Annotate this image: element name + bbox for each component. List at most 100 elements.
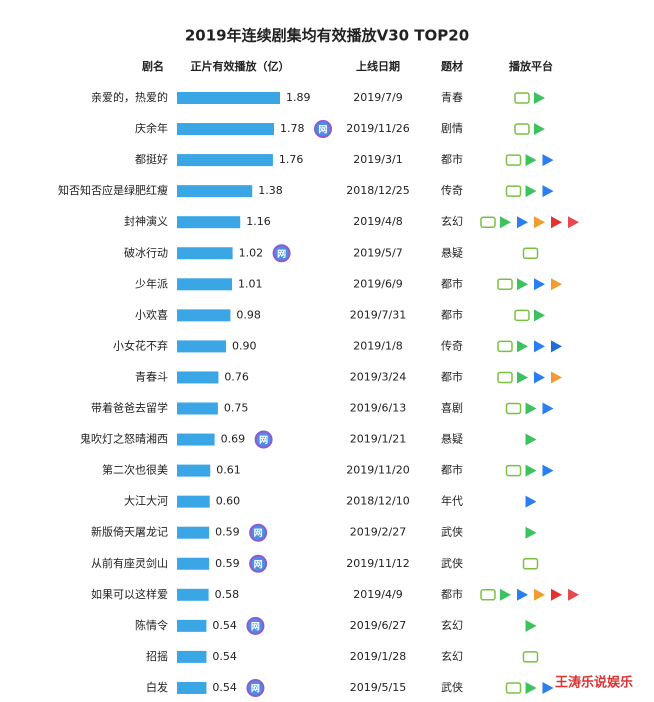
column-header: 播放平台: [509, 59, 553, 73]
value-label: 0.54: [212, 681, 237, 694]
release-date: 2018/12/10: [346, 495, 409, 508]
drama-name: 陈情令: [135, 618, 168, 632]
web-badge: [272, 244, 291, 263]
drama-name: 亲爱的，热爱的: [91, 90, 168, 104]
release-date: 2019/1/21: [350, 433, 406, 446]
release-date: 2019/7/9: [353, 91, 402, 104]
platform-icon: [525, 464, 537, 477]
release-date: 2019/5/7: [353, 246, 402, 259]
platform-icon: [497, 371, 513, 384]
genre: 都市: [441, 587, 463, 601]
platform-icon: [534, 123, 545, 136]
value-label: 0.75: [224, 402, 249, 415]
genre: 传奇: [441, 339, 463, 352]
genre: 悬疑: [441, 246, 463, 259]
bar: [177, 216, 241, 229]
value-label: 0.59: [215, 526, 240, 539]
web-badge-text: 网: [251, 683, 260, 694]
platform-icon: [534, 92, 545, 104]
genre: 传奇: [441, 184, 463, 197]
bar: [177, 185, 253, 198]
value-label: 0.61: [216, 464, 241, 477]
platform-icon: [480, 216, 496, 228]
value-label: 0.60: [216, 495, 241, 508]
genre: 玄幻: [441, 618, 463, 632]
drama-name: 小女花不弃: [113, 338, 168, 352]
platform-icon: [525, 433, 537, 446]
drama-name: 带着爸爸去留学: [91, 401, 168, 415]
release-date: 2019/4/8: [353, 215, 402, 228]
drama-name: 大江大河: [124, 494, 168, 508]
platform-icon: [517, 588, 528, 601]
genre: 武侠: [441, 557, 463, 570]
platform-icon: [525, 495, 537, 508]
value-label: 0.59: [215, 557, 240, 570]
value-label: 0.54: [212, 650, 237, 663]
web-badge-text: 网: [254, 559, 263, 570]
release-date: 2019/3/1: [353, 153, 402, 166]
web-badge-text: 网: [319, 125, 328, 136]
release-date: 2019/11/20: [346, 464, 409, 477]
drama-name: 知否知否应是绿肥红瘦: [58, 183, 168, 197]
platform-icon: [568, 216, 579, 229]
drama-name: 第二次也很美: [102, 463, 168, 477]
credit: 王涛乐说娱乐: [555, 675, 633, 691]
drama-name: 鬼吹灯之怒晴湘西: [80, 432, 168, 446]
drama-name: 封神演义: [124, 214, 168, 228]
release-date: 2019/6/13: [350, 402, 406, 415]
genre: 都市: [441, 152, 463, 166]
genre: 悬疑: [441, 433, 463, 446]
genre: 玄幻: [441, 649, 463, 663]
value-label: 0.90: [232, 339, 256, 352]
web-badge: [246, 678, 265, 697]
genre: 武侠: [441, 526, 463, 539]
web-badge: [314, 120, 333, 139]
platform-icon: [551, 278, 562, 291]
column-header: 题材: [441, 59, 463, 73]
bar: [177, 92, 281, 104]
platform-icon: [525, 681, 537, 694]
platform-icon: [505, 402, 522, 415]
bar: [177, 650, 207, 663]
platform-icon: [497, 340, 513, 353]
platform-icon: [514, 309, 530, 322]
value-label: 0.98: [236, 308, 261, 321]
platform-icon: [500, 588, 511, 601]
platform-icon: [525, 154, 537, 167]
genre: 都市: [441, 463, 463, 477]
release-date: 2019/1/8: [353, 339, 402, 352]
value-label: 1.76: [279, 153, 304, 166]
platform-icon: [522, 651, 539, 663]
value-label: 1.02: [239, 246, 264, 259]
genre: 都市: [441, 307, 463, 321]
platform-icon: [497, 278, 513, 291]
web-badge-text: 网: [251, 621, 260, 632]
platform-icon: [525, 526, 537, 539]
drama-name: 招摇: [146, 649, 168, 663]
genre: 武侠: [441, 681, 463, 694]
genre: 喜剧: [441, 402, 463, 415]
web-badge: [249, 523, 268, 542]
platform-icon: [568, 588, 579, 601]
bar: [177, 557, 210, 570]
platform-icon: [534, 340, 545, 353]
platform-icon: [522, 558, 539, 570]
bar: [177, 402, 218, 415]
drama-name: 如果可以这样爱: [91, 587, 168, 601]
genre: 都市: [441, 276, 463, 290]
release-date: 2019/6/9: [353, 277, 402, 290]
drama-name: 小欢喜: [135, 307, 168, 321]
bar: [177, 123, 275, 136]
genre: 剧情: [441, 122, 463, 135]
bar: [177, 495, 210, 508]
platform-icon: [517, 216, 528, 229]
platform-icon: [542, 402, 554, 415]
release-date: 2019/3/24: [350, 370, 406, 383]
platform-icon: [534, 588, 545, 601]
genre: 青春: [441, 91, 463, 104]
value-label: 0.58: [215, 588, 240, 601]
drama-name: 庆余年: [135, 121, 168, 135]
web-badge-text: 网: [259, 435, 268, 446]
release-date: 2019/4/9: [353, 588, 402, 601]
